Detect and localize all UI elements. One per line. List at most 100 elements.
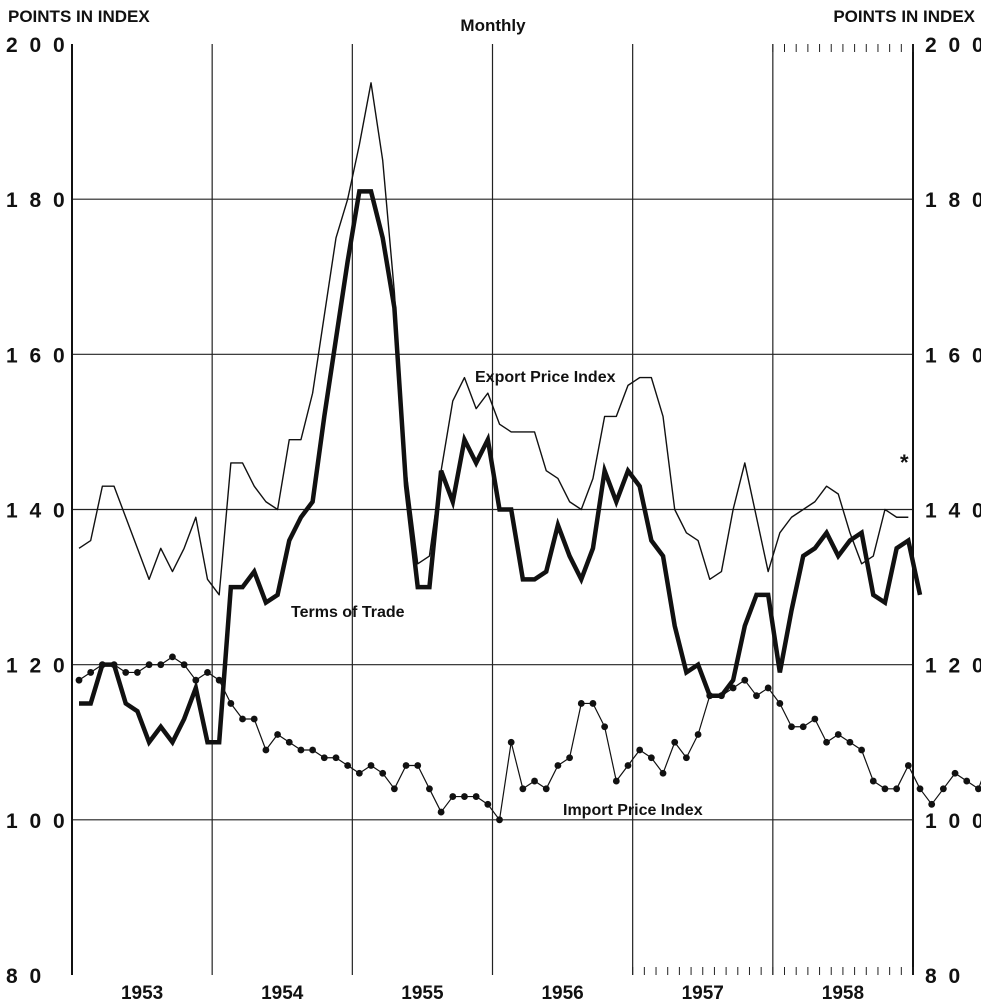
y-tick-label-left: 8 0 bbox=[6, 965, 44, 988]
y-tick-label-right: 1 0 0 bbox=[925, 810, 981, 833]
import-price-index-point bbox=[753, 692, 760, 700]
import-price-index-point bbox=[122, 669, 130, 676]
import-price-index-point bbox=[157, 661, 165, 669]
import-price-index-point bbox=[694, 731, 702, 738]
import-price-index-point bbox=[344, 762, 352, 769]
import-price-index-point bbox=[320, 754, 328, 762]
import-price-index-point bbox=[437, 808, 445, 816]
chart-title: Monthly bbox=[460, 16, 526, 35]
import-price-index-point bbox=[741, 676, 749, 684]
y-tick-label-right: 1 6 0 bbox=[925, 344, 981, 367]
x-tick-label-1955: 1955 bbox=[401, 983, 444, 1003]
y-ticks-right: 8 0 1 0 0 1 2 0 1 4 0 1 6 0 1 8 0 2 0 0 bbox=[925, 34, 981, 988]
asterisk-annotation: * bbox=[900, 450, 909, 475]
import-price-index-point bbox=[577, 700, 585, 707]
y-tick-label-left: 1 6 0 bbox=[6, 344, 68, 367]
import-price-index-point bbox=[309, 746, 317, 754]
import-price-index-point bbox=[858, 746, 866, 754]
left-axis-title: POINTS IN INDEX bbox=[8, 7, 150, 26]
import-price-index-point bbox=[764, 684, 772, 692]
import-price-index-point bbox=[834, 731, 842, 738]
import-price-index-point bbox=[192, 676, 200, 684]
import-price-index-point bbox=[951, 769, 959, 777]
right-axis-title: POINTS IN INDEX bbox=[833, 7, 975, 26]
import-price-index-point bbox=[612, 777, 620, 785]
import-price-index-point bbox=[811, 715, 819, 723]
import-price-index-point bbox=[788, 723, 795, 731]
terms-of-trade-label: Terms of Trade bbox=[291, 604, 405, 621]
import-price-index-point bbox=[239, 715, 246, 723]
import-price-index-point bbox=[204, 669, 211, 676]
x-tick-label-1953: 1953 bbox=[121, 983, 163, 1003]
import-price-index-point bbox=[519, 785, 527, 793]
import-price-index-point bbox=[904, 762, 912, 769]
y-tick-label-right: 1 2 0 bbox=[925, 655, 981, 678]
import-price-index-point bbox=[869, 777, 877, 785]
y-tick-label-right: 8 0 bbox=[925, 965, 963, 988]
import-price-index-point bbox=[624, 762, 632, 769]
x-ticks: 1953 1954 1955 1956 1957 1958 bbox=[121, 983, 864, 1003]
import-price-index-point bbox=[507, 738, 515, 746]
import-price-index-point bbox=[496, 816, 503, 824]
import-price-index-point bbox=[145, 661, 153, 669]
import-price-index-point bbox=[846, 738, 854, 746]
minor-tick-marks bbox=[632, 44, 914, 975]
y-tick-label-left: 2 0 0 bbox=[6, 34, 68, 57]
import-price-index-point bbox=[636, 746, 644, 754]
import-price-index-point bbox=[916, 785, 924, 793]
import-price-index-point bbox=[799, 723, 807, 731]
import-price-index-point bbox=[554, 762, 562, 769]
import-price-index-point bbox=[134, 669, 141, 676]
import-price-index-point bbox=[566, 754, 573, 762]
export-price-index-label: Export Price Index bbox=[475, 369, 616, 386]
import-price-index-point bbox=[285, 738, 293, 746]
y-tick-label-left: 1 2 0 bbox=[6, 655, 68, 678]
import-price-index-point bbox=[975, 785, 981, 793]
y-ticks-left: 8 0 1 0 0 1 2 0 1 4 0 1 6 0 1 8 0 2 0 0 bbox=[6, 34, 68, 988]
import-price-index-point bbox=[542, 785, 550, 793]
import-price-index-point bbox=[589, 700, 597, 707]
x-tick-label-1958: 1958 bbox=[822, 983, 864, 1003]
series-terms-of-trade bbox=[79, 189, 923, 747]
y-tick-label-right: 1 8 0 bbox=[925, 189, 981, 212]
import-price-index-point bbox=[274, 731, 281, 738]
export-price-index-line bbox=[78, 82, 909, 596]
import-price-index-point bbox=[355, 769, 363, 777]
y-tick-label-right: 2 0 0 bbox=[925, 34, 981, 57]
import-price-index-point bbox=[414, 762, 422, 769]
x-tick-label-1954: 1954 bbox=[261, 983, 304, 1003]
import-price-index-point bbox=[180, 661, 188, 669]
import-price-index-point bbox=[449, 793, 457, 800]
import-price-index-point bbox=[776, 700, 784, 707]
import-price-index-point bbox=[881, 785, 889, 793]
import-price-index-point bbox=[531, 777, 538, 785]
import-price-index-point bbox=[729, 684, 737, 692]
import-price-index-point bbox=[75, 676, 83, 684]
import-price-index-point bbox=[601, 723, 609, 731]
import-price-index-point bbox=[379, 769, 387, 777]
import-price-index-point bbox=[671, 738, 679, 746]
x-tick-label-1957: 1957 bbox=[682, 983, 724, 1003]
import-price-index-point bbox=[682, 754, 690, 762]
import-price-index-point bbox=[939, 785, 947, 793]
import-price-index-point bbox=[484, 800, 492, 808]
gridlines bbox=[72, 44, 913, 975]
import-price-index-point bbox=[659, 769, 667, 777]
import-price-index-point bbox=[169, 653, 176, 661]
y-tick-label-left: 1 4 0 bbox=[6, 500, 68, 523]
import-price-index-point bbox=[461, 793, 468, 800]
import-price-index-point bbox=[426, 785, 433, 793]
terms-of-trade-line bbox=[79, 189, 923, 747]
import-price-index-label: Import Price Index bbox=[563, 802, 703, 819]
import-price-index-point bbox=[297, 746, 305, 754]
import-price-index-point bbox=[390, 785, 398, 793]
y-tick-label-left: 1 0 0 bbox=[6, 810, 68, 833]
import-price-index-point bbox=[367, 762, 375, 769]
import-price-index-point bbox=[262, 746, 270, 754]
import-price-index-point bbox=[215, 676, 223, 684]
x-tick-label-1956: 1956 bbox=[541, 983, 583, 1003]
import-price-index-point bbox=[472, 793, 480, 800]
import-price-index-point bbox=[227, 700, 235, 707]
